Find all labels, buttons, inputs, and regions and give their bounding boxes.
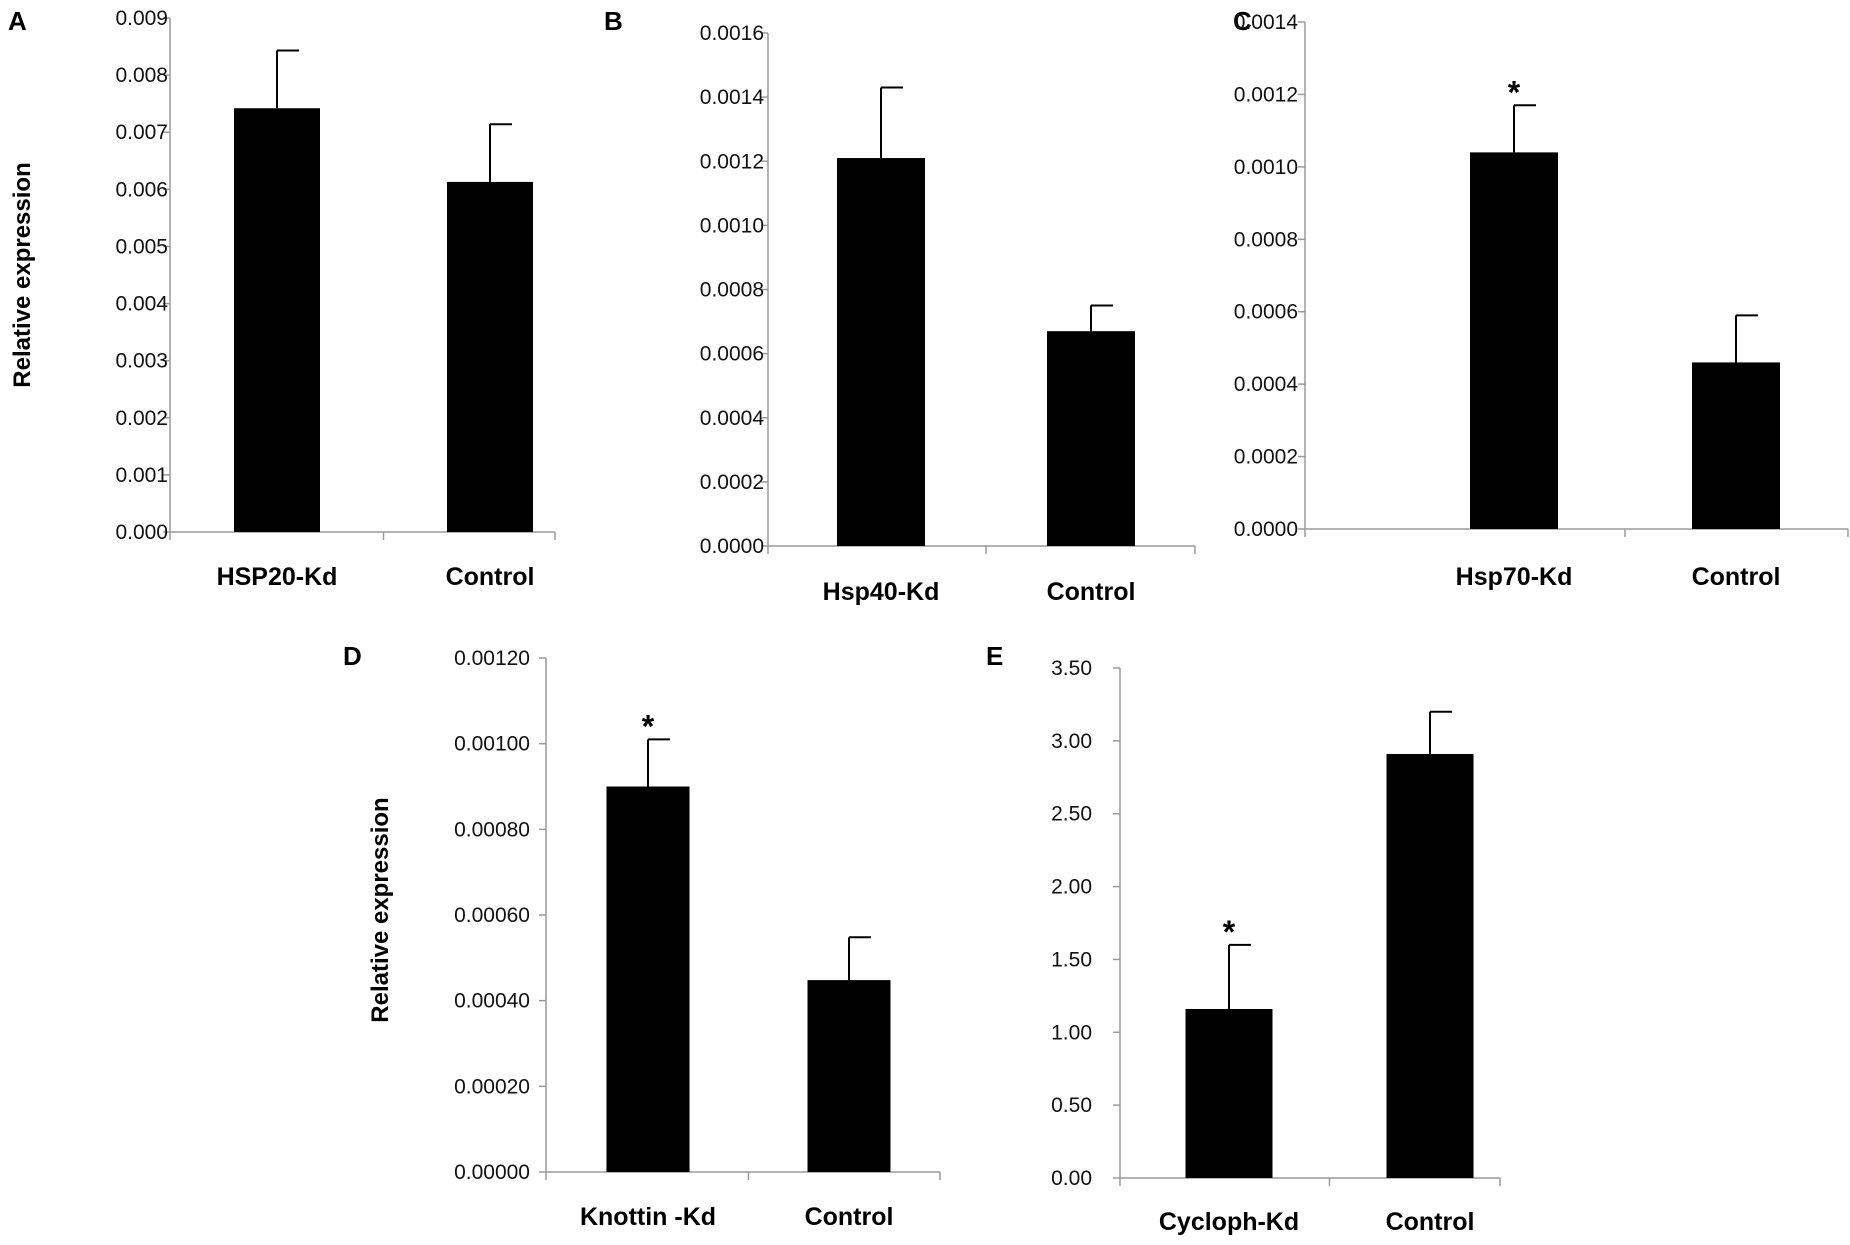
panel-b-letter: B [604, 6, 623, 36]
panel-c-y-tick-label: 0.0014 [1234, 11, 1299, 34]
panel-a-bar-kd [234, 108, 320, 532]
panel-a-bar-control [447, 181, 533, 533]
panel-e-y-tick-label: 0.00 [1051, 1167, 1092, 1190]
panel-a-y-tick-label: 0.007 [115, 121, 168, 144]
panel-e-letter: E [986, 641, 1003, 671]
panel-a-category-label: HSP20-Kd [217, 563, 338, 591]
panel-a-y-tick-label: 0.003 [115, 350, 168, 373]
panel-c-category-label: Control [1692, 563, 1781, 591]
panel-d-y-tick-label: 0.00000 [454, 1161, 530, 1184]
panel-d-y-axis-title: Relative expression [367, 797, 394, 1022]
panel-a-category-label: Control [446, 563, 535, 591]
panel-b-y-tick-label: 0.0002 [700, 471, 764, 494]
panel-a-y-tick-label: 0.000 [115, 521, 168, 544]
panel-d-bar-kd [606, 786, 690, 1172]
panel-b-bar-control [1047, 331, 1135, 546]
panel-d-y-tick-label: 0.00020 [454, 1075, 530, 1098]
panel-d-y-tick-label: 0.00040 [454, 990, 530, 1013]
panel-e-bar-control [1386, 753, 1474, 1178]
panel-b-y-tick-label: 0.0006 [700, 343, 764, 366]
panel-b-y-tick-label: 0.0004 [700, 407, 765, 430]
panel-b-y-tick-label: 0.0000 [700, 535, 764, 558]
panel-e-y-tick-label: 3.50 [1051, 657, 1092, 680]
panel-e-y-tick-label: 0.50 [1051, 1094, 1092, 1117]
panel-d-bar-control [807, 980, 891, 1172]
panel-c-y-tick-label: 0.0006 [1234, 301, 1298, 324]
panel-d-y-tick-label: 0.00080 [454, 818, 530, 841]
panel-d-significance-star: * [642, 708, 655, 744]
panel-b-y-tick-label: 0.0014 [700, 86, 765, 109]
panel-b-y-tick-label: 0.0016 [700, 22, 764, 45]
panel-c-y-tick-label: 0.0000 [1234, 518, 1298, 541]
panel-a-y-tick-label: 0.004 [115, 293, 168, 316]
panel-e-y-tick-label: 1.50 [1051, 948, 1092, 971]
panel-a-y-tick-label: 0.008 [115, 64, 168, 87]
panel-a-y-tick-label: 0.002 [115, 407, 168, 430]
panel-e-category-label: Cycloph-Kd [1159, 1208, 1299, 1236]
panel-d-letter: D [343, 641, 362, 671]
panel-c-bar-kd [1470, 152, 1558, 529]
panel-a-y-tick-label: 0.009 [115, 7, 168, 30]
panel-b-y-tick-label: 0.0012 [700, 150, 764, 173]
panel-c-category-label: Hsp70-Kd [1456, 563, 1573, 591]
panel-d-category-label: Knottin -Kd [580, 1203, 716, 1231]
panel-e-significance-star: * [1223, 914, 1236, 950]
panel-c-y-tick-label: 0.0010 [1234, 156, 1298, 179]
panel-a-letter: A [8, 6, 27, 36]
panel-a-y-tick-label: 0.005 [115, 235, 168, 258]
panel-a-y-tick-label: 0.001 [115, 464, 168, 487]
panel-c-letter: C [1233, 6, 1252, 36]
panel-e-y-tick-label: 2.00 [1051, 876, 1092, 899]
panel-e-y-tick-label: 2.50 [1051, 803, 1092, 826]
panel-b-y-tick-label: 0.0008 [700, 279, 764, 302]
panel-e-category-label: Control [1386, 1208, 1475, 1236]
panel-a-y-tick-label: 0.006 [115, 178, 168, 201]
panel-d-y-tick-label: 0.00060 [454, 904, 530, 927]
panel-c-significance-star: * [1508, 74, 1521, 110]
panel-c-y-tick-label: 0.0002 [1234, 446, 1298, 469]
panel-d-category-label: Control [805, 1203, 894, 1231]
panel-c-y-tick-label: 0.0004 [1234, 373, 1299, 396]
panel-d-y-tick-label: 0.00100 [454, 733, 530, 756]
panel-b-category-label: Control [1047, 578, 1136, 606]
panel-e-y-tick-label: 1.00 [1051, 1021, 1092, 1044]
panel-c-y-tick-label: 0.0008 [1234, 228, 1298, 251]
panel-c-bar-control [1692, 362, 1780, 529]
panel-b-y-tick-label: 0.0010 [700, 214, 764, 237]
panel-d-y-tick-label: 0.00120 [454, 647, 530, 670]
panel-c-y-tick-label: 0.0012 [1234, 83, 1298, 106]
panel-e-bar-kd [1185, 1008, 1273, 1178]
panel-b-category-label: Hsp40-Kd [823, 578, 940, 606]
panel-b-bar-kd [837, 158, 925, 546]
panel-a-y-axis-title: Relative expression [9, 162, 36, 387]
panel-e-y-tick-label: 3.00 [1051, 730, 1092, 753]
